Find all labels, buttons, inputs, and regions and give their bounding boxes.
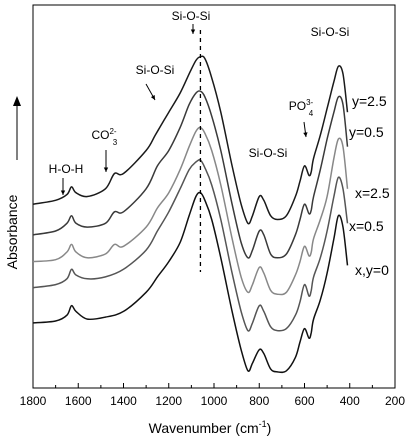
series-label-1: y=0.5 xyxy=(349,124,384,140)
x-tick-label: 600 xyxy=(294,394,314,408)
band-annotations: H-O-H CO2-3 Si-O-Si Si-O-Si Si-O-Si PO3-4 Si-O… xyxy=(49,9,350,195)
hoh-arrowhead xyxy=(60,190,66,195)
x-axis-label: Wavenumber (cm-1) xyxy=(149,419,272,436)
po4-arrowhead xyxy=(303,132,308,137)
x-tick-label: 1000 xyxy=(201,394,228,408)
siosi-top-arrowhead xyxy=(190,29,196,34)
series-line-3 xyxy=(32,90,349,259)
series-labels: y=2.5 y=0.5 x=2.5 x=0.5 x,y=0 xyxy=(349,93,390,278)
x-tick-label: 1200 xyxy=(155,394,182,408)
y-axis-label-group: Absorbance xyxy=(4,96,21,269)
annotation-po4: PO3- xyxy=(289,98,314,113)
series-line-0 xyxy=(32,191,349,374)
siosi-left-arrowhead xyxy=(150,95,155,100)
x-tick-label: 200 xyxy=(385,394,405,408)
annotation-co3-subscript: 3 xyxy=(113,138,118,147)
series-line-4 xyxy=(32,55,349,225)
series-label-2: x=2.5 xyxy=(355,185,390,201)
series-line-1 xyxy=(32,159,349,332)
series-label-4: x,y=0 xyxy=(355,262,389,278)
x-tick-label: 400 xyxy=(340,394,360,408)
series-line-2 xyxy=(32,126,349,296)
y-axis-arrow-head xyxy=(13,96,21,106)
annotation-co3: CO2- xyxy=(91,127,116,142)
x-tick-label: 800 xyxy=(249,394,269,408)
x-axis-ticks: 1800 1600 1400 1200 1000 800 600 400 200 xyxy=(20,383,405,408)
series-label-3: x=0.5 xyxy=(349,218,384,234)
annotation-siosi_top: Si-O-Si xyxy=(172,9,211,23)
spectra-series xyxy=(32,55,349,374)
annotation-siosi_right: Si-O-Si xyxy=(311,25,350,39)
annotation-siosi_mid: Si-O-Si xyxy=(249,146,288,160)
co3-arrowhead xyxy=(103,167,109,172)
x-tick-label: 1400 xyxy=(110,394,137,408)
x-tick-label: 1600 xyxy=(65,394,92,408)
annotation-siosi_left: Si-O-Si xyxy=(136,63,175,77)
annotation-po4-subscript: 4 xyxy=(309,109,314,118)
x-tick-label: 1800 xyxy=(20,394,47,408)
y-axis-label: Absorbance xyxy=(4,194,20,269)
annotation-hoh: H-O-H xyxy=(49,162,84,176)
series-label-0: y=2.5 xyxy=(352,93,387,109)
